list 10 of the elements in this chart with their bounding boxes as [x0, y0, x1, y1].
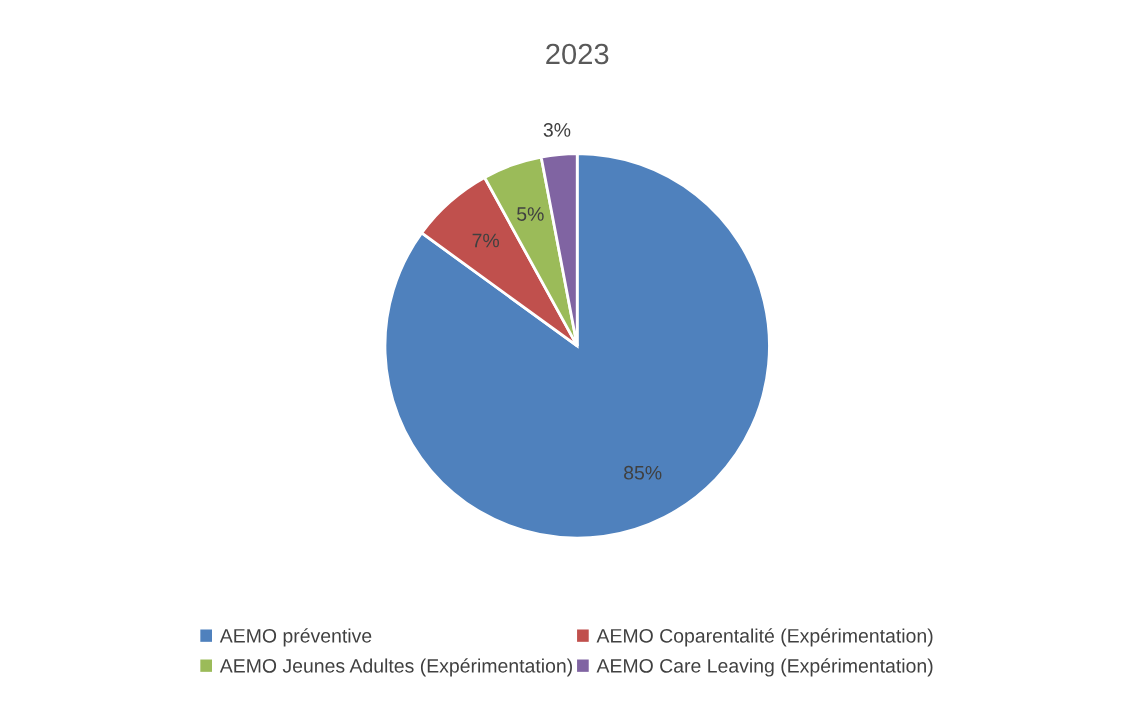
- pie-slice: [383, 152, 771, 540]
- data-label: 85%: [624, 465, 662, 480]
- legend-label: AEMO Care Leaving (Expérimentation): [596, 658, 933, 677]
- legend-label: AEMO préventive: [219, 628, 372, 647]
- data-label: 5%: [517, 207, 544, 221]
- data-label: 3%: [543, 123, 571, 137]
- chart-title: 2023: [546, 43, 609, 65]
- legend-label: AEMO Coparentalité (Expérimentation): [596, 628, 933, 647]
- legend-label: AEMO Jeunes Adultes (Expérimentation): [219, 658, 572, 677]
- data-label: 7%: [472, 233, 500, 248]
